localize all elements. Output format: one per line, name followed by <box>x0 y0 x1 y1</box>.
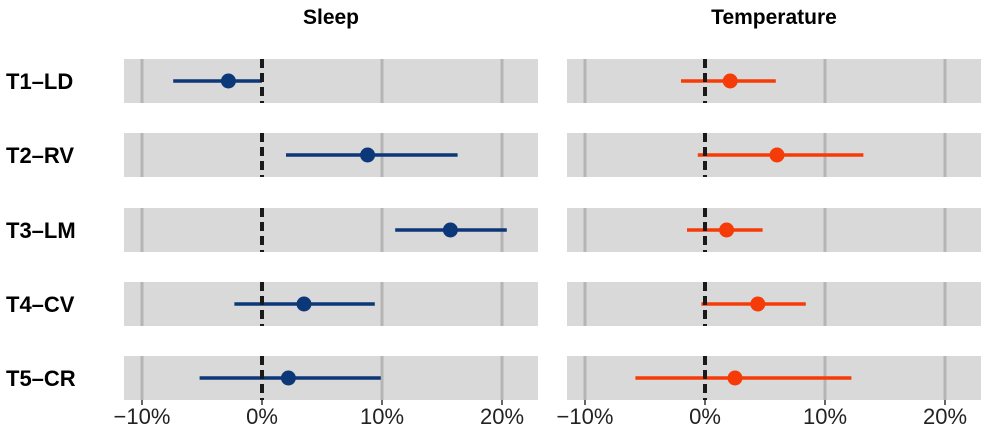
temperature-estimate-t2-rv <box>769 147 785 163</box>
sleep-estimate-t2-rv <box>360 147 376 163</box>
sleep-estimate-t3-lm <box>442 222 458 238</box>
row-label-t1-ld: T1–LD <box>6 69 73 94</box>
sleep-estimate-t1-ld <box>220 73 236 89</box>
row-label-t5-cr: T5–CR <box>6 366 76 391</box>
sleep-tick-label: 20% <box>480 404 524 429</box>
temperature-panel-title: Temperature <box>711 6 837 29</box>
sleep-tick-label: 10% <box>360 404 404 429</box>
temperature-tick-label: 0% <box>689 404 721 429</box>
temperature-estimate-t4-cv <box>750 296 766 312</box>
temperature-estimate-t3-lm <box>719 222 735 238</box>
sleep-estimate-t4-cv <box>296 296 312 312</box>
sleep-panel-title: Sleep <box>303 6 359 29</box>
sleep-estimate-t5-cr <box>280 370 296 386</box>
temperature-band-t3-lm <box>567 208 981 252</box>
row-label-t2-rv: T2–RV <box>6 143 74 168</box>
temperature-estimate-t5-cr <box>727 370 743 386</box>
sleep-tick-label: −10% <box>114 404 171 429</box>
temperature-estimate-t1-ld <box>722 73 738 89</box>
temperature-tick-label: −10% <box>557 404 614 429</box>
temperature-tick-label: 10% <box>803 404 847 429</box>
row-label-t3-lm: T3–LM <box>6 218 76 243</box>
sleep-tick-label: 0% <box>246 404 278 429</box>
temperature-tick-label: 20% <box>923 404 967 429</box>
row-label-t4-cv: T4–CV <box>6 292 75 317</box>
